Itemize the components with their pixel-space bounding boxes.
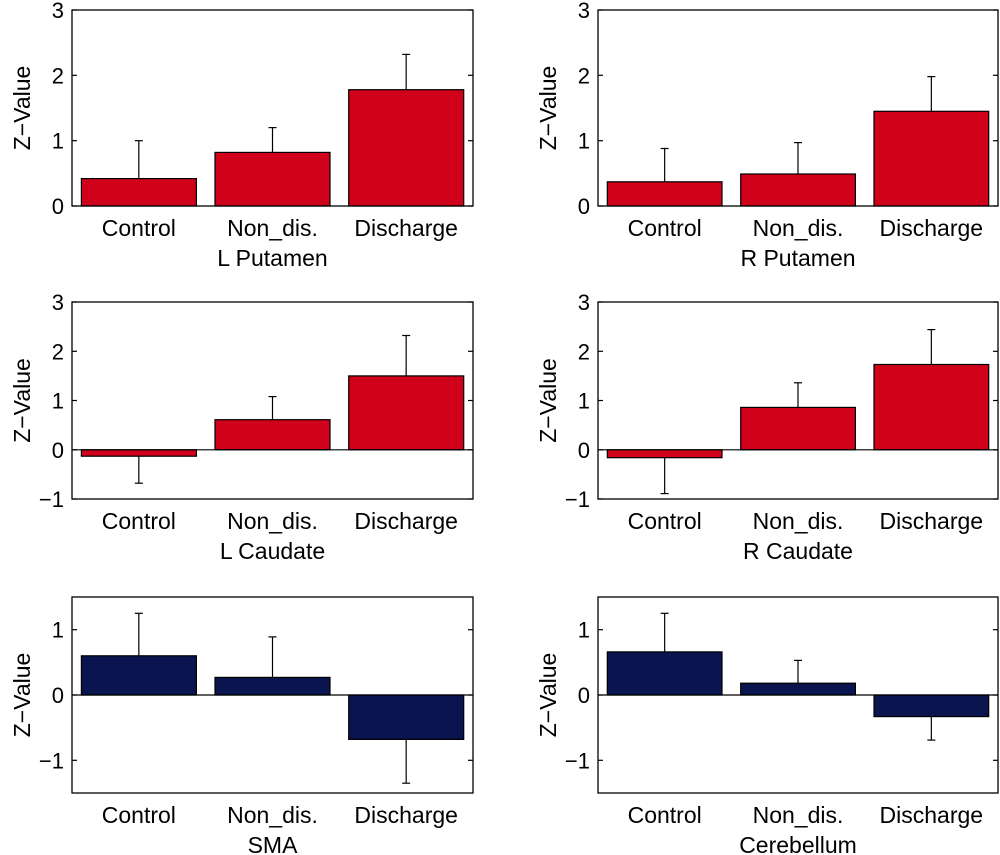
y-axis-label: Z−Value bbox=[9, 653, 35, 738]
panel-1: Control Non_dis. Discharge 0 1 2 3 Z−Value L Put… bbox=[9, 0, 474, 271]
bar-discharge bbox=[873, 363, 990, 451]
y-tick-label: 0 bbox=[52, 683, 64, 708]
bar-discharge bbox=[873, 110, 990, 207]
category-label: Control bbox=[102, 802, 176, 828]
bar-control bbox=[80, 655, 198, 696]
y-tick-label: 1 bbox=[52, 389, 64, 414]
y-tick-label: 0 bbox=[52, 438, 64, 463]
y-tick-label: 2 bbox=[578, 339, 590, 364]
panel-3: Control Non_dis. Discharge −1 0 1 2 3 Z−Value L C… bbox=[9, 290, 474, 564]
axes-frame bbox=[597, 9, 999, 207]
bar-non-dis- bbox=[740, 406, 857, 451]
bar-discharge bbox=[348, 375, 465, 451]
y-tick-label: 1 bbox=[52, 129, 64, 154]
y-axis-label: Z−Value bbox=[535, 653, 561, 738]
y-tick-label: 2 bbox=[52, 63, 64, 88]
category-label: Discharge bbox=[354, 508, 458, 534]
bar-discharge bbox=[873, 694, 990, 718]
y-tick-label: 1 bbox=[578, 129, 590, 154]
y-axis-label: Z−Value bbox=[9, 66, 35, 151]
y-tick-label: −1 bbox=[39, 487, 64, 512]
y-tick-label: 1 bbox=[52, 618, 64, 643]
category-label: Discharge bbox=[880, 215, 984, 241]
y-tick-label: 3 bbox=[578, 0, 590, 23]
panel-5: Control Non_dis. Discharge −1 0 1 Z−Value SMA bbox=[9, 596, 474, 855]
y-tick-label: 0 bbox=[578, 683, 590, 708]
y-tick-label: 2 bbox=[52, 339, 64, 364]
bar-non-dis- bbox=[740, 682, 857, 696]
category-label: Discharge bbox=[880, 802, 984, 828]
category-label: Discharge bbox=[354, 802, 458, 828]
axes-frame bbox=[71, 9, 474, 207]
panel-title: L Putamen bbox=[217, 245, 327, 271]
category-label: Non_dis. bbox=[227, 802, 318, 828]
category-label: Non_dis. bbox=[753, 508, 844, 534]
bar-control bbox=[606, 651, 723, 696]
category-label: Non_dis. bbox=[753, 215, 844, 241]
category-label: Non_dis. bbox=[227, 215, 318, 241]
category-label: Control bbox=[628, 802, 702, 828]
y-tick-label: 0 bbox=[578, 438, 590, 463]
bar-non-dis- bbox=[214, 151, 331, 207]
category-label: Discharge bbox=[880, 508, 984, 534]
bar-control bbox=[80, 178, 198, 207]
bar-non-dis- bbox=[214, 676, 331, 696]
category-label: Non_dis. bbox=[227, 508, 318, 534]
y-tick-label: 2 bbox=[578, 63, 590, 88]
y-tick-label: 0 bbox=[578, 194, 590, 219]
bar-discharge bbox=[348, 89, 465, 207]
category-label: Control bbox=[102, 508, 176, 534]
bar-non-dis- bbox=[214, 419, 331, 451]
category-label: Discharge bbox=[354, 215, 458, 241]
y-tick-label: 3 bbox=[578, 290, 590, 315]
y-tick-label: −1 bbox=[39, 748, 64, 773]
bar-control bbox=[606, 449, 723, 459]
panel-title: R Caudate bbox=[743, 538, 853, 564]
bar-control bbox=[606, 181, 723, 207]
panel-6: Control Non_dis. Discharge −1 0 1 Z−Value Cereb… bbox=[535, 596, 999, 855]
panel-2: Control Non_dis. Discharge 0 1 2 3 Z−Value R Put… bbox=[535, 0, 999, 271]
y-tick-label: 1 bbox=[578, 389, 590, 414]
y-tick-label: −1 bbox=[565, 748, 590, 773]
y-tick-label: 0 bbox=[52, 194, 64, 219]
panel-title: Cerebellum bbox=[739, 832, 857, 855]
panel-4: Control Non_dis. Discharge −1 0 1 2 3 Z−Value R C… bbox=[535, 290, 999, 564]
category-label: Control bbox=[628, 215, 702, 241]
y-tick-label: −1 bbox=[565, 487, 590, 512]
category-label: Non_dis. bbox=[753, 802, 844, 828]
category-label: Control bbox=[102, 215, 176, 241]
y-tick-label: 1 bbox=[578, 618, 590, 643]
y-tick-label: 3 bbox=[52, 290, 64, 315]
y-axis-label: Z−Value bbox=[535, 66, 561, 151]
bar-discharge bbox=[348, 694, 465, 741]
bar-control bbox=[80, 449, 198, 457]
bar-non-dis- bbox=[740, 173, 857, 207]
panel-title: L Caudate bbox=[220, 538, 325, 564]
y-tick-label: 3 bbox=[52, 0, 64, 23]
y-axis-label: Z−Value bbox=[9, 358, 35, 443]
y-axis-label: Z−Value bbox=[535, 358, 561, 443]
panel-title: R Putamen bbox=[740, 245, 855, 271]
panel-title: SMA bbox=[248, 832, 299, 855]
category-label: Control bbox=[628, 508, 702, 534]
